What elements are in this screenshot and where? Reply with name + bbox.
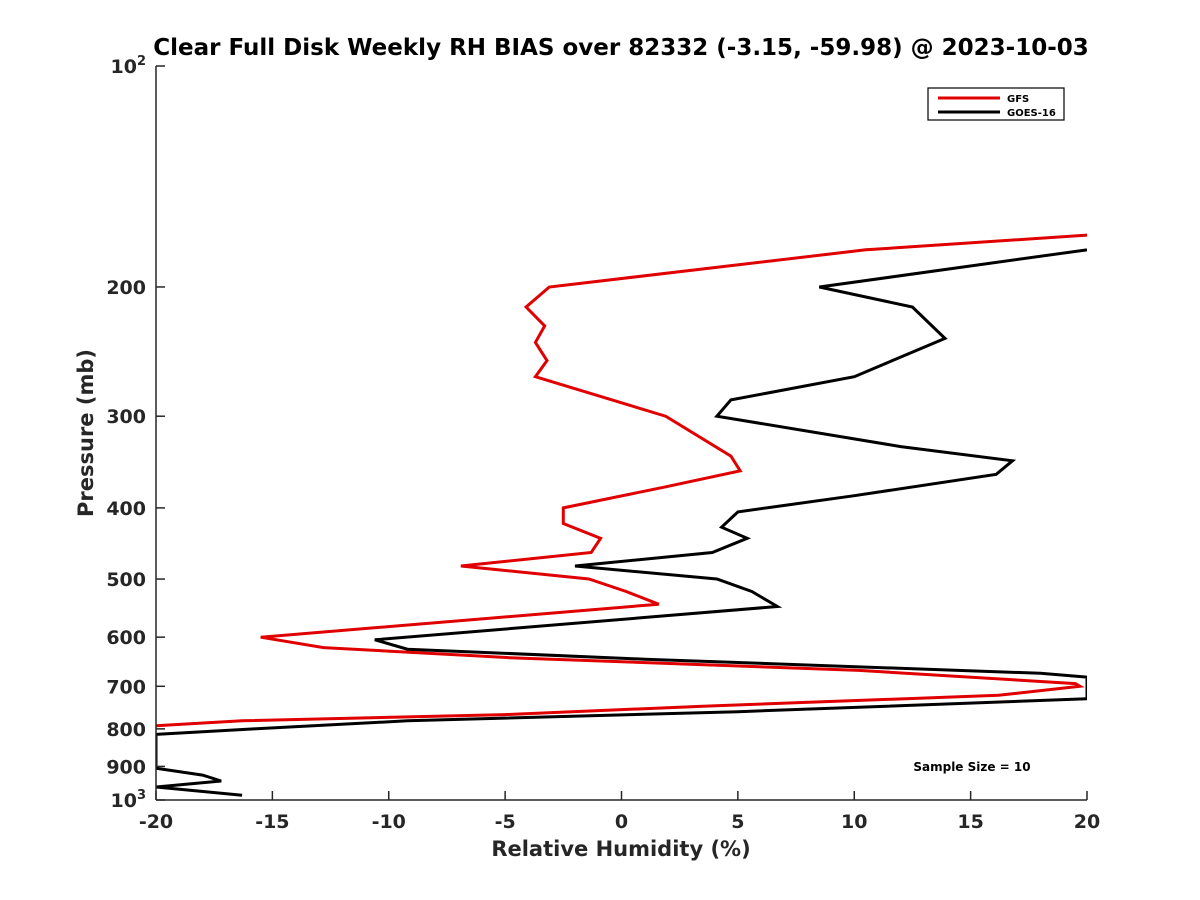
series-line-goes-16 (156, 248, 1087, 797)
y-tick-label: 900 (106, 756, 146, 778)
x-tick-label: -20 (139, 811, 173, 833)
y-tick-base: 800 (106, 719, 146, 741)
y-tick-label: 200 (106, 277, 146, 299)
y-tick-base: 10 (111, 56, 137, 78)
series-line-gfs (156, 233, 1087, 728)
x-tick-label: 20 (1074, 811, 1100, 833)
x-tick-label: 5 (731, 811, 744, 833)
y-tick-base: 300 (106, 406, 146, 428)
legend-label: GFS (1007, 94, 1029, 105)
y-tick-label: 103 (111, 788, 147, 812)
y-tick-label: 700 (106, 676, 146, 698)
x-tick-label: -15 (255, 811, 289, 833)
y-tick-label: 800 (106, 719, 146, 741)
y-tick-base: 700 (106, 676, 146, 698)
x-tick-label: 0 (615, 811, 628, 833)
y-tick-label: 102 (111, 54, 147, 78)
y-tick-label: 300 (106, 406, 146, 428)
legend-label: GOES-16 (1007, 108, 1056, 119)
y-tick-label: 600 (106, 627, 146, 649)
x-ticks: -20 -15 -10 -5 0 5 10 15 20 (139, 791, 1100, 833)
y-tick-base: 10 (111, 790, 137, 812)
plot-lines (156, 233, 1087, 797)
y-tick-base: 600 (106, 627, 146, 649)
y-axis-label: Pressure (mb) (74, 349, 98, 517)
y-tick-base: 900 (106, 756, 146, 778)
x-tick-label: 15 (957, 811, 983, 833)
chart-title: Clear Full Disk Weekly RH BIAS over 8233… (153, 35, 1089, 61)
x-tick-label: 10 (841, 811, 867, 833)
y-tick-base: 500 (106, 569, 146, 591)
y-tick-label: 400 (106, 498, 146, 520)
sample-size-annotation: Sample Size = 10 (913, 760, 1030, 774)
x-tick-label: -10 (372, 811, 406, 833)
y-tick-exponent: 3 (137, 788, 146, 803)
x-axis-label: Relative Humidity (%) (491, 837, 750, 861)
y-tick-exponent: 2 (137, 54, 146, 69)
y-tick-label: 500 (106, 569, 146, 591)
y-tick-base: 400 (106, 498, 146, 520)
legend-box (927, 87, 1065, 121)
x-tick-label: -5 (495, 811, 516, 833)
legend: GFS GOES-16 (927, 87, 1065, 121)
y-tick-base: 200 (106, 277, 146, 299)
